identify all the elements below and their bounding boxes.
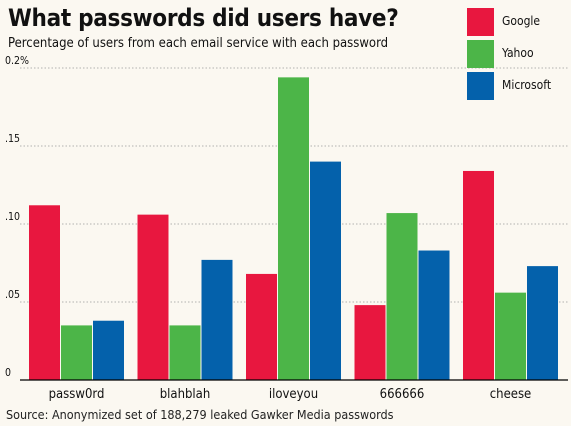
legend-label-yahoo: Yahoo [502, 46, 534, 60]
y-tick-label: .10 [5, 211, 20, 223]
bar-microsoft-666666 [418, 250, 450, 380]
legend-swatch-google [467, 8, 494, 36]
bar-yahoo-cheese [495, 292, 526, 380]
chart-subtitle: Percentage of users from each email serv… [8, 36, 389, 51]
bar-microsoft-iloveyou [310, 161, 341, 380]
bar-google-iloveyou [246, 273, 277, 380]
x-tick-label: iloveyou [269, 387, 318, 402]
y-tick-label: 0 [5, 367, 11, 379]
legend-swatch-yahoo [467, 40, 494, 68]
bar-google-666666 [354, 305, 386, 380]
bar-yahoo-blahblah [169, 325, 201, 380]
bar-google-blahblah [137, 214, 169, 380]
x-tick-label: cheese [490, 387, 532, 402]
x-tick-label: 666666 [380, 387, 425, 402]
legend-label-google: Google [502, 14, 541, 28]
bars [29, 77, 558, 381]
x-tick-label: blahblah [160, 387, 211, 402]
chart-title: What passwords did users have? [8, 4, 399, 32]
bar-google-cheese [463, 170, 494, 380]
bar-microsoft-blahblah [201, 259, 233, 380]
legend-label-microsoft: Microsoft [502, 78, 552, 92]
bar-microsoft-cheese [527, 266, 558, 380]
legend-swatch-microsoft [467, 72, 494, 100]
y-axis-ticks: 0 .05 .10 .15 0.2% [5, 55, 29, 379]
bar-yahoo-666666 [386, 213, 418, 380]
y-tick-label: 0.2% [5, 55, 29, 67]
y-tick-label: .15 [5, 133, 20, 145]
bar-yahoo-iloveyou [278, 77, 309, 381]
bar-microsoft-passw0rd [93, 320, 124, 380]
bar-yahoo-passw0rd [61, 325, 92, 380]
x-axis-labels: passw0rd blahblah iloveyou 666666 cheese [49, 387, 532, 402]
x-tick-label: passw0rd [49, 387, 105, 402]
y-tick-label: .05 [5, 289, 20, 301]
bar-google-passw0rd [29, 205, 60, 380]
source-note: Source: Anonymized set of 188,279 leaked… [6, 407, 394, 422]
